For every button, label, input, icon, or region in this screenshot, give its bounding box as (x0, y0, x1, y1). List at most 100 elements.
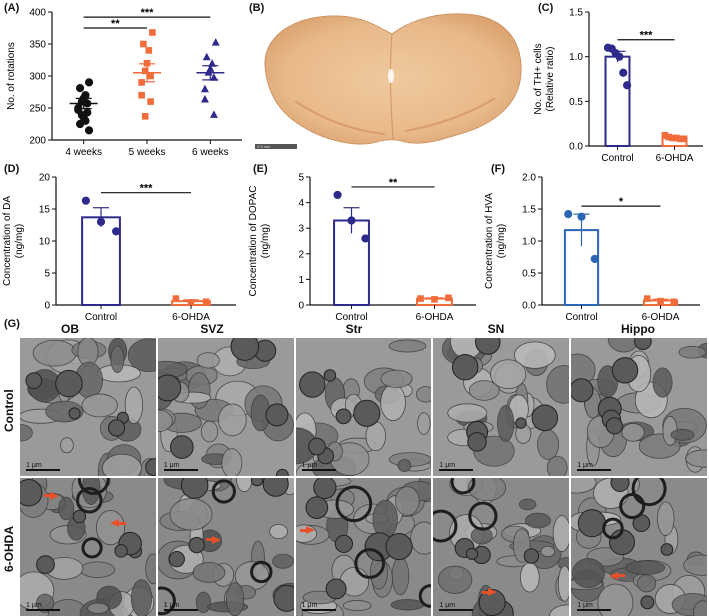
organelle (447, 403, 488, 423)
y-tick-label: 1.0 (569, 52, 583, 63)
mitochondrion (36, 555, 55, 574)
organelle (525, 512, 552, 529)
organelle (32, 339, 77, 367)
organelle (271, 553, 294, 569)
data-point (138, 91, 145, 99)
organelle (394, 486, 420, 516)
y-tick-label: 2 (298, 249, 304, 260)
data-point (143, 59, 151, 67)
organelle (409, 521, 432, 555)
data-point (75, 84, 85, 93)
mitochondrion (323, 369, 336, 382)
mitochondrion (524, 548, 540, 564)
em-micrograph: 1 μm (295, 338, 432, 476)
mitochondrion (262, 478, 289, 497)
em-scalebar (439, 469, 474, 471)
data-point (417, 295, 424, 302)
organelle (438, 565, 473, 594)
data-point (200, 95, 209, 103)
data-point (75, 119, 85, 129)
chart-d: 0 5 10 15 20 Concentration of DA (ng/mg) Contro… (2, 173, 236, 320)
organelle (127, 338, 156, 372)
organelle (379, 384, 406, 422)
y-axis-title: Concentration of HVA (484, 193, 495, 289)
midline (389, 33, 394, 141)
em-scalebar-label: 1 μm (26, 602, 42, 609)
organelle (397, 459, 411, 473)
significance-label: *** (140, 183, 154, 195)
organelle (87, 602, 109, 614)
panel-label-f: (F) (491, 163, 506, 175)
organelle (540, 545, 556, 558)
organelle (625, 560, 666, 575)
organelle (683, 554, 707, 576)
organelle (537, 429, 560, 460)
organelle (200, 420, 218, 443)
organelle (416, 412, 431, 435)
significance-label: *** (640, 30, 654, 42)
arrow-tail (481, 590, 489, 594)
slice-scalebar (255, 144, 297, 149)
organelle (391, 556, 409, 596)
organelle (415, 386, 432, 403)
panel-label-g: (G) (4, 318, 20, 330)
y-axis-title: No. of TH+ cells (533, 43, 544, 114)
em-row-header: 6-OHDA (2, 525, 16, 572)
organelle (192, 562, 226, 583)
em-texture (571, 478, 707, 616)
em-texture (295, 338, 432, 476)
organelle (36, 593, 55, 613)
ventricle (388, 69, 394, 83)
organelle (390, 599, 425, 611)
data-point (676, 135, 684, 143)
myelin-ring (418, 584, 432, 608)
mitochondrion (571, 378, 594, 403)
mitochondrion (275, 468, 289, 476)
x-tick-label: Control (565, 312, 597, 320)
organelle (388, 339, 426, 353)
em-column-header: SN (487, 322, 505, 336)
em-micrograph: 1 μm (295, 478, 432, 616)
y-axis-title-unit: (Relative ratio) (545, 46, 556, 111)
y-tick-label: 1.5 (522, 205, 536, 216)
organelle (621, 423, 645, 442)
em-scalebar (163, 469, 198, 471)
em-scalebar-label: 1 μm (163, 602, 180, 609)
data-point (200, 84, 209, 93)
em-micrograph: 1 μm (20, 338, 156, 476)
organelle (693, 600, 707, 616)
organelle (269, 523, 288, 540)
chart-a: 200 250 300 350 400 No. of rotations 4 weeks 5 … (6, 7, 242, 158)
y-axis-title: No. of rotations (6, 42, 17, 110)
organelle (497, 405, 515, 442)
mitochondrion (55, 369, 83, 398)
red-arrow-icon (609, 571, 626, 580)
y-tick-label: 0.5 (569, 97, 583, 108)
data-point (84, 78, 94, 87)
organelle (519, 498, 537, 511)
mitochondrion (660, 543, 674, 556)
x-tick-label: 5 weeks (129, 147, 166, 158)
data-point (140, 40, 147, 48)
y-tick-label: 0.0 (569, 142, 583, 153)
organelle (60, 437, 74, 454)
organelle (130, 579, 153, 616)
organelle (380, 369, 413, 388)
mitochondrion (325, 578, 347, 600)
data-point (657, 297, 664, 305)
em-scalebar (577, 609, 612, 611)
mitochondrion (250, 478, 264, 487)
data-point (202, 298, 210, 306)
data-point (361, 234, 370, 243)
organelle (81, 393, 118, 418)
myelin-ring (211, 479, 236, 504)
organelle (469, 380, 501, 401)
organelle (520, 562, 541, 593)
data-point (211, 38, 220, 46)
y-tick-label: 400 (29, 8, 46, 19)
organelle (571, 478, 597, 494)
em-scalebar-label: 1 μm (301, 462, 318, 469)
data-point (615, 52, 624, 61)
myelin-ring (81, 537, 103, 559)
data-point (112, 227, 121, 236)
